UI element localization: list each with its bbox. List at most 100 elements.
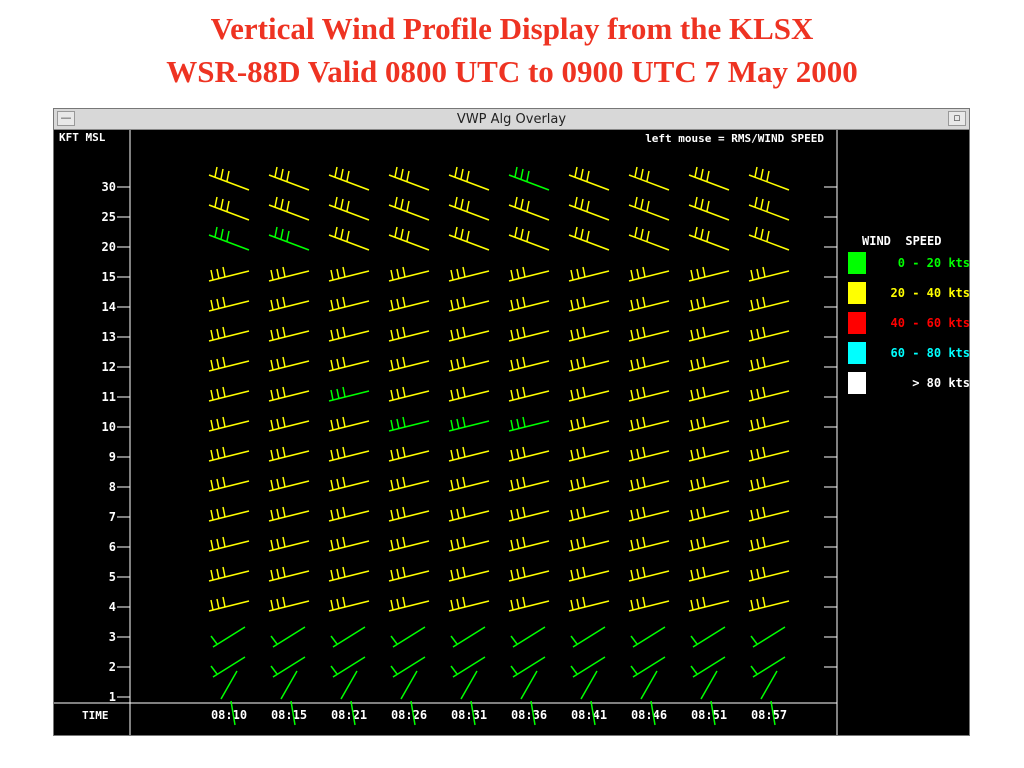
altitude-label: 4: [109, 600, 116, 614]
wind-barb: [328, 596, 370, 612]
wind-barb: [508, 386, 550, 402]
wind-barb: [268, 476, 310, 492]
wind-barb: [688, 566, 730, 582]
wind-barb: [688, 446, 730, 462]
wind-barb: [628, 596, 670, 612]
y-axis-label: KFT MSL: [59, 131, 106, 144]
wind-barb: [450, 626, 486, 648]
wind-barb: [448, 196, 490, 221]
legend-label: > 80 kts: [912, 376, 970, 390]
wind-barb: [568, 196, 610, 221]
wind-barb: [328, 196, 370, 221]
wind-barb: [508, 196, 550, 221]
wind-barb: [390, 656, 426, 678]
wind-barb: [568, 476, 610, 492]
wind-barb: [448, 476, 490, 492]
wind-barb: [210, 626, 246, 648]
legend-swatch: [848, 282, 866, 304]
wind-barb: [748, 226, 790, 251]
wind-barb: [688, 226, 730, 251]
wind-barb: [628, 326, 670, 342]
wind-barb: [388, 416, 430, 432]
legend-item: 20 - 40 kts: [848, 282, 970, 304]
wind-barb: [508, 446, 550, 462]
wind-barb: [388, 566, 430, 582]
wind-barb: [688, 166, 730, 191]
wind-barb: [388, 476, 430, 492]
wind-barb: [268, 356, 310, 372]
time-label: 08:57: [751, 708, 787, 722]
wind-barb: [448, 536, 490, 552]
wind-barb: [760, 670, 778, 726]
wind-barb: [328, 566, 370, 582]
wind-barb: [208, 166, 250, 191]
wind-barb: [508, 266, 550, 282]
wind-barb: [208, 566, 250, 582]
wind-barb: [748, 416, 790, 432]
wind-barb: [568, 446, 610, 462]
vwp-window: — VWP Alg Overlay ▫ KFT MSL left mouse =…: [53, 108, 970, 736]
wind-barb: [388, 446, 430, 462]
altitude-label: 10: [102, 420, 116, 434]
window-titlebar[interactable]: — VWP Alg Overlay ▫: [54, 109, 969, 130]
wind-barb: [628, 506, 670, 522]
wind-barb: [568, 356, 610, 372]
wind-barb: [628, 196, 670, 221]
time-label: 08:31: [451, 708, 487, 722]
wind-barb: [328, 416, 370, 432]
window-menu-button[interactable]: —: [57, 111, 75, 126]
wind-barb: [390, 626, 426, 648]
altitude-label: 20: [102, 240, 116, 254]
vwp-plot[interactable]: KFT MSL left mouse = RMS/WIND SPEED TIME…: [54, 130, 969, 735]
wind-barb: [448, 266, 490, 282]
altitude-label: 6: [109, 540, 116, 554]
wind-barb: [268, 266, 310, 282]
wind-barb: [328, 356, 370, 372]
altitude-label: 30: [102, 180, 116, 194]
legend-item: 0 - 20 kts: [848, 252, 970, 274]
wind-barb: [328, 386, 370, 402]
wind-barb: [328, 226, 370, 251]
slide-title-line1: Vertical Wind Profile Display from the K…: [210, 11, 814, 46]
wind-barb: [208, 416, 250, 432]
wind-barb: [750, 626, 786, 648]
wind-barb: [268, 166, 310, 191]
wind-barb: [688, 326, 730, 342]
altitude-label: 5: [109, 570, 116, 584]
wind-barb: [640, 670, 658, 726]
wind-barb: [748, 166, 790, 191]
wind-barb: [448, 326, 490, 342]
wind-barb: [628, 566, 670, 582]
legend-title: WIND SPEED: [862, 234, 942, 248]
plot-frame: [54, 130, 838, 735]
wind-barb: [748, 266, 790, 282]
wind-barb: [268, 446, 310, 462]
wind-barb: [568, 326, 610, 342]
wind-barb: [388, 506, 430, 522]
wind-barb: [748, 446, 790, 462]
time-label: 08:51: [691, 708, 727, 722]
wind-barb: [748, 476, 790, 492]
wind-barb: [520, 670, 538, 726]
wind-barb: [568, 536, 610, 552]
wind-barb: [448, 356, 490, 372]
wind-barb: [568, 566, 610, 582]
altitude-label: 14: [102, 300, 116, 314]
wind-barb: [630, 656, 666, 678]
altitude-label: 15: [102, 270, 116, 284]
window-maximize-button[interactable]: ▫: [948, 111, 966, 126]
wind-barb: [628, 536, 670, 552]
wind-barb: [688, 296, 730, 312]
wind-barb: [448, 226, 490, 251]
wind-barb: [628, 446, 670, 462]
wind-barb: [688, 386, 730, 402]
wind-barb: [388, 326, 430, 342]
legend-item: > 80 kts: [848, 372, 970, 394]
altitude-label: 12: [102, 360, 116, 374]
wind-barb: [568, 596, 610, 612]
wind-barb: [270, 656, 306, 678]
wind-barb: [208, 226, 250, 251]
wind-barb: [328, 446, 370, 462]
legend-item: 60 - 80 kts: [848, 342, 970, 364]
wind-barb: [508, 536, 550, 552]
